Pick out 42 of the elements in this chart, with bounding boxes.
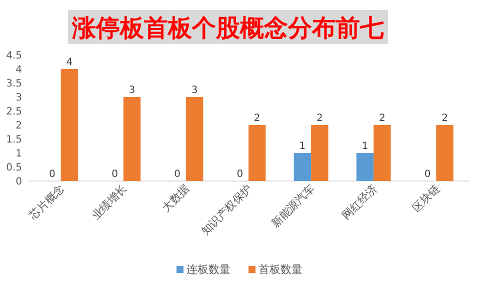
data-label: 1	[299, 141, 306, 152]
x-tick-label: 新能源汽车	[269, 182, 318, 230]
data-label: 1	[362, 141, 368, 152]
bar	[436, 125, 454, 181]
y-tick-label: 0.5	[6, 162, 22, 174]
bar	[248, 125, 266, 181]
x-tick-label: 大数据	[160, 182, 192, 214]
data-label: 3	[128, 85, 136, 96]
data-label: 2	[254, 113, 260, 124]
data-label: 0	[112, 169, 118, 180]
bar	[123, 97, 141, 181]
bar	[356, 153, 374, 181]
x-tick-label: 区块链	[410, 182, 442, 214]
data-label: 0	[49, 169, 56, 180]
legend-label: 连板数量	[186, 263, 230, 276]
y-tick-label: 2.5	[6, 106, 22, 118]
y-tick-label: 4	[16, 64, 22, 76]
bar	[60, 69, 78, 181]
bar	[374, 125, 391, 181]
y-tick-label: 1.5	[6, 134, 22, 146]
data-label: 4	[66, 57, 73, 68]
bar	[311, 125, 328, 181]
x-tick-label: 知识产权保护	[198, 182, 255, 238]
y-tick-label: 3.5	[6, 78, 22, 90]
y-tick-label: 4.5	[6, 50, 22, 62]
data-label: 3	[191, 85, 198, 96]
data-label: 0	[174, 169, 181, 180]
data-label: 0	[424, 169, 431, 180]
y-tick-label: 0	[16, 176, 22, 188]
data-label: 2	[442, 113, 448, 124]
bar	[294, 153, 312, 181]
data-label: 2	[379, 113, 386, 124]
x-tick-label: 芯片概念	[26, 182, 67, 223]
data-label: 0	[236, 169, 244, 180]
data-label: 2	[316, 113, 323, 124]
y-tick-label: 1	[16, 148, 22, 160]
y-tick-label: 3	[16, 92, 22, 104]
legend-label: 首板数量	[258, 263, 302, 276]
y-tick-label: 2	[16, 120, 22, 132]
x-tick-label: 业绩增长	[89, 182, 130, 222]
bar	[186, 97, 204, 181]
x-tick-label: 网红经济	[339, 182, 380, 222]
